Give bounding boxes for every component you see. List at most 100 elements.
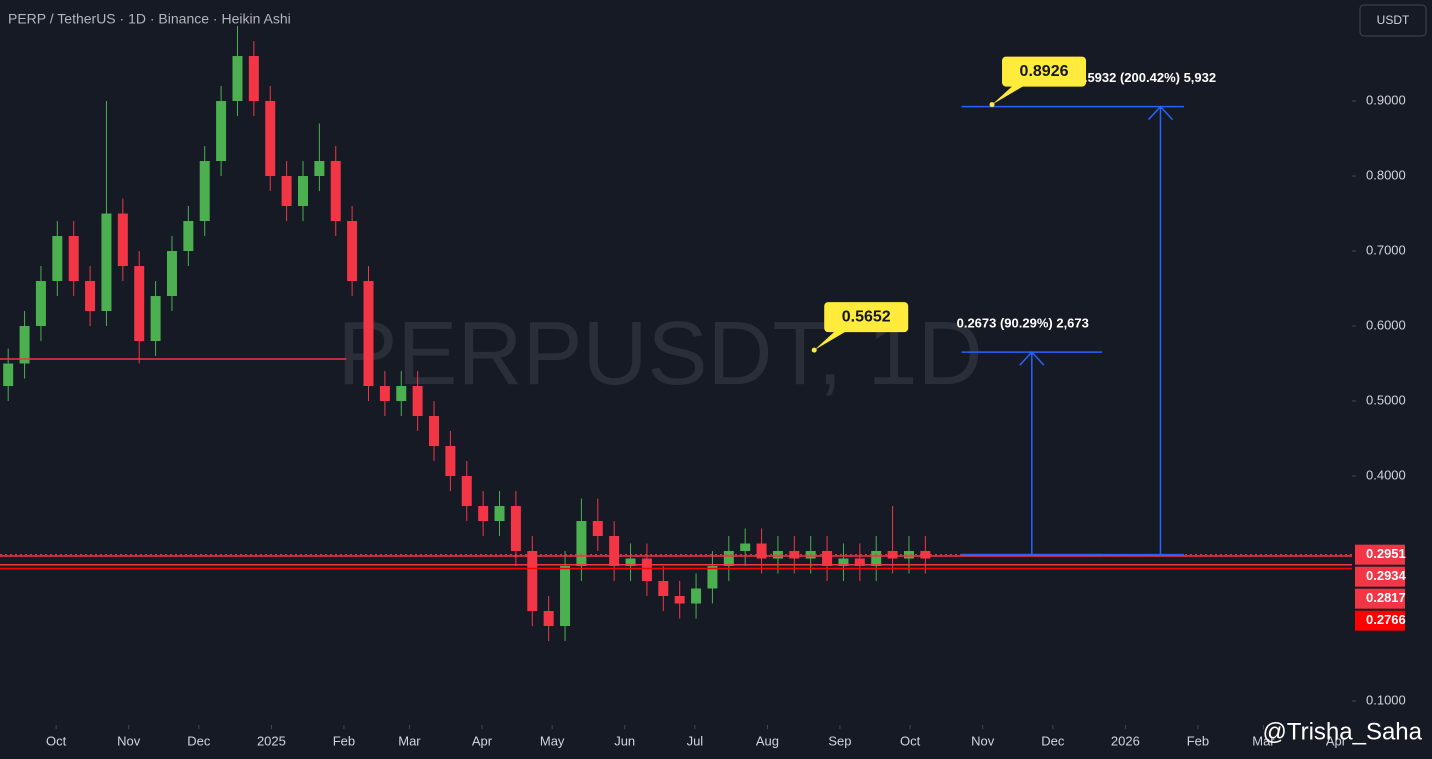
- candle-body: [297, 176, 308, 207]
- measure-text: 0.2673 (90.29%) 2,673: [957, 316, 1089, 331]
- x-tick-label: Mar: [1252, 733, 1275, 748]
- candle-body: [838, 558, 849, 567]
- candle-body: [117, 213, 128, 267]
- x-tick-label: Aug: [756, 733, 779, 748]
- price-label-box: [1355, 588, 1405, 609]
- x-tick-label: May: [540, 733, 565, 748]
- candle-body: [150, 296, 161, 342]
- y-tick-label: 0.9000: [1366, 92, 1406, 107]
- candle-body: [183, 221, 194, 252]
- candle-body: [543, 611, 554, 627]
- candle-body: [35, 281, 46, 327]
- candle-body: [3, 363, 14, 387]
- x-tick-label: Sep: [828, 733, 851, 748]
- candle-body: [19, 326, 30, 364]
- candle-body: [281, 176, 292, 207]
- candle-body: [429, 416, 440, 447]
- candle-body: [871, 551, 882, 567]
- candle-body: [396, 386, 407, 402]
- candle-body: [494, 506, 505, 522]
- y-tick-label: 0.7000: [1366, 242, 1406, 257]
- candle-body: [248, 56, 259, 102]
- y-tick-label: 0.4000: [1366, 467, 1406, 482]
- x-tick-label: Jun: [614, 733, 635, 748]
- x-tick-label: Nov: [117, 733, 141, 748]
- callout-box: [1002, 56, 1087, 87]
- candle-body: [576, 521, 587, 567]
- x-tick-label: Feb: [1187, 733, 1209, 748]
- candle-body: [740, 543, 751, 552]
- candle-body: [330, 161, 341, 222]
- x-tick-label: Dec: [187, 733, 211, 748]
- arrow-head: [1147, 105, 1174, 121]
- x-tick-label: Dec: [1041, 733, 1065, 748]
- callout-tail: [814, 330, 849, 351]
- callout-tail: [992, 84, 1027, 105]
- x-tick-label: Apr: [472, 733, 493, 748]
- candle-body: [527, 551, 538, 612]
- y-tick-label: 0.1000: [1366, 692, 1406, 707]
- x-tick-label: Jul: [687, 733, 704, 748]
- candle-body: [412, 386, 423, 417]
- candle-body: [691, 588, 702, 604]
- price-label: 0.2817: [1366, 590, 1406, 605]
- candle-body: [560, 566, 571, 627]
- candle-body: [68, 236, 79, 282]
- y-tick-label: 0.6000: [1366, 317, 1406, 332]
- candle-body: [887, 551, 898, 559]
- price-label-box: [1355, 566, 1405, 587]
- candle-body: [199, 161, 210, 222]
- y-tick-label: 0.8000: [1366, 167, 1406, 182]
- candle-body: [85, 281, 96, 312]
- candle-body: [592, 521, 603, 537]
- x-tick-label: 2025: [257, 733, 286, 748]
- x-tick-label: Oct: [900, 733, 921, 748]
- candle-body: [166, 251, 177, 297]
- price-label: 0.2766: [1366, 612, 1406, 627]
- candle-body: [625, 558, 636, 567]
- candle-body: [478, 506, 489, 522]
- x-tick-label: Nov: [971, 733, 995, 748]
- callout-label: 0.5652: [842, 308, 891, 325]
- credit: @Trisha_Saha: [1262, 718, 1422, 745]
- candle-body: [101, 213, 112, 312]
- callout-label: 0.8926: [1020, 63, 1069, 80]
- candle-body: [347, 221, 358, 282]
- candle-body: [216, 101, 227, 162]
- y-tick-label: 0.5000: [1366, 392, 1406, 407]
- candle-body: [445, 446, 456, 477]
- chart-title: PERP / TetherUS · 1D · Binance · Heikin …: [8, 11, 291, 27]
- candle-body: [134, 266, 145, 342]
- x-tick-label: 2026: [1111, 733, 1140, 748]
- currency-button[interactable]: [1359, 4, 1427, 37]
- candle-body: [363, 281, 374, 387]
- candle-body: [461, 476, 472, 507]
- candle-body: [756, 543, 767, 559]
- candle-body: [265, 101, 276, 177]
- candle-body: [314, 161, 325, 177]
- price-label: 0.2951: [1366, 546, 1406, 561]
- price-label-box: [1355, 544, 1405, 565]
- candle-body: [510, 506, 521, 552]
- candle-body: [723, 551, 734, 567]
- price-label-box: [1355, 610, 1405, 631]
- x-tick-label: Oct: [46, 733, 67, 748]
- x-tick-label: Feb: [333, 733, 355, 748]
- candle-body: [903, 551, 914, 559]
- x-tick-label: Mar: [398, 733, 421, 748]
- candle-body: [674, 596, 685, 604]
- price-label: 0.2934: [1366, 568, 1407, 583]
- arrow-head: [1019, 351, 1045, 366]
- candle-body: [707, 566, 718, 589]
- candle-body: [822, 551, 833, 567]
- candle-body: [854, 558, 865, 567]
- candle-body: [789, 551, 800, 559]
- candle-body: [232, 56, 243, 102]
- candle-body: [772, 551, 783, 559]
- candle-body: [641, 558, 652, 582]
- candle-body: [658, 581, 669, 597]
- x-tick-label: Apr: [1326, 733, 1347, 748]
